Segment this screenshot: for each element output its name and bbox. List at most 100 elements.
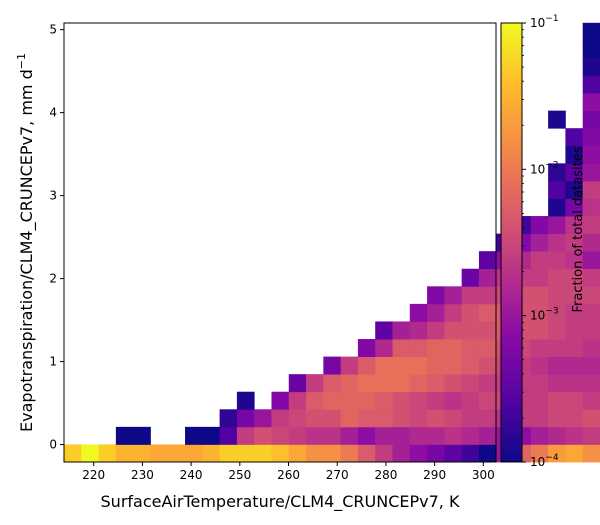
heatmap-cell	[254, 426, 272, 445]
heatmap-cell	[81, 444, 99, 463]
heatmap-cell	[582, 93, 600, 112]
y-tick-label: 1	[49, 355, 57, 369]
heatmap-cell	[478, 339, 497, 357]
heatmap-cell	[444, 356, 463, 375]
heatmap-cell	[548, 444, 566, 463]
heatmap-cell	[565, 374, 584, 393]
heatmap-cell	[288, 444, 307, 463]
heatmap-cell	[219, 444, 238, 463]
heatmap-cell	[548, 233, 566, 252]
heatmap-cell	[582, 216, 600, 235]
heatmap-cell	[461, 303, 480, 322]
heatmap-cell	[271, 409, 290, 428]
heatmap-cell	[565, 286, 584, 305]
heatmap-cell	[409, 374, 428, 393]
heatmap-cell	[530, 233, 549, 252]
y-axis-label-text: Evapotranspiration/CLM4_CRUNCEPv7, mm d	[17, 69, 37, 432]
heatmap-cell	[548, 268, 566, 287]
heatmap-cell	[340, 374, 359, 393]
heatmap-cell	[444, 391, 463, 410]
colorbar-tick-label: 10−1	[530, 14, 559, 30]
heatmap-cell	[582, 268, 600, 287]
heatmap-cell	[409, 356, 428, 375]
heatmap-cell	[478, 374, 497, 393]
heatmap-cell	[133, 426, 151, 445]
colorbar	[500, 22, 523, 463]
heatmap-cell	[340, 444, 359, 463]
heatmap-cell	[392, 391, 411, 410]
heatmap-cell	[478, 251, 497, 270]
heatmap-cell	[409, 426, 428, 445]
y-tick-label: 3	[49, 189, 57, 203]
heatmap-cell	[548, 180, 566, 199]
heatmap-cell	[427, 321, 445, 340]
heatmap-cell	[530, 374, 549, 393]
heatmap-cell	[582, 426, 600, 445]
x-tick-label: 220	[82, 468, 105, 482]
heatmap-cell	[323, 356, 342, 375]
heatmap-cell	[548, 339, 566, 357]
heatmap-cell	[185, 444, 203, 463]
heatmap-cell	[357, 426, 376, 445]
heatmap-cell	[530, 426, 549, 445]
heatmap-cell	[392, 356, 411, 375]
heatmap-cell	[306, 409, 324, 428]
heatmap-cell	[323, 444, 342, 463]
y-tick-label: 0	[49, 438, 57, 452]
heatmap-cell	[582, 444, 600, 463]
heatmap-cell	[478, 426, 497, 445]
heatmap-cell	[444, 426, 463, 445]
colorbar-ticks: 10−1 10−2 10−3 10−4	[522, 14, 559, 469]
heatmap-cell	[530, 339, 549, 357]
heatmap-cell	[236, 391, 255, 410]
heatmap-cell	[236, 409, 255, 428]
heatmap-cell	[565, 409, 584, 428]
heatmap-cell	[357, 409, 376, 428]
colorbar-tick-label: 10−4	[530, 453, 559, 469]
heatmap-cell	[461, 444, 480, 463]
heatmap-cell	[427, 426, 445, 445]
heatmap-cell	[478, 444, 497, 463]
heatmap-cell	[461, 339, 480, 357]
heatmap-cell	[565, 303, 584, 322]
y-tick-label: 2	[49, 272, 57, 286]
y-axis-label: Evapotranspiration/CLM4_CRUNCEPv7, mm d−…	[15, 53, 37, 432]
heatmap-cell	[565, 145, 584, 164]
colorbar-tick-label: 10−3	[530, 307, 559, 323]
x-axis-ticks: 220 230 240 250 260 270 280 290 300	[82, 462, 495, 482]
heatmap-cell	[357, 374, 376, 393]
heatmap-cell	[427, 303, 445, 322]
heatmap-cell	[461, 391, 480, 410]
heatmap-cell	[306, 444, 324, 463]
heatmap-cell	[582, 356, 600, 375]
heatmap-cell	[444, 286, 463, 305]
heatmap-cell	[271, 444, 290, 463]
heatmap-cell	[530, 251, 549, 270]
heatmap-cell	[582, 321, 600, 340]
heatmap-cell	[375, 321, 393, 340]
heatmap-cell	[548, 374, 566, 393]
heatmap-cell	[478, 286, 497, 305]
heatmap-cell	[478, 409, 497, 428]
y-tick-label: 5	[49, 23, 57, 37]
x-tick-label: 240	[180, 468, 203, 482]
heatmap-cell	[582, 409, 600, 428]
heatmap-cell	[392, 374, 411, 393]
y-axis-label-superscript: −1	[15, 53, 28, 69]
heatmap-cell	[548, 216, 566, 235]
heatmap-cell	[254, 409, 272, 428]
heatmap-cell	[427, 339, 445, 357]
heatmap-cell	[530, 391, 549, 410]
heatmap-cell	[409, 321, 428, 340]
heatmap-cell	[271, 426, 290, 445]
heatmap-cell	[548, 198, 566, 217]
heatmap-cell	[444, 303, 463, 322]
heatmap-cell	[530, 216, 549, 235]
heatmap-cell	[340, 391, 359, 410]
heatmap-cell	[582, 233, 600, 252]
heatmap-cell	[271, 391, 290, 410]
heatmap-cell	[392, 426, 411, 445]
heatmap-cell	[150, 444, 169, 463]
heatmap-cell	[357, 444, 376, 463]
heatmap-cell	[340, 356, 359, 375]
